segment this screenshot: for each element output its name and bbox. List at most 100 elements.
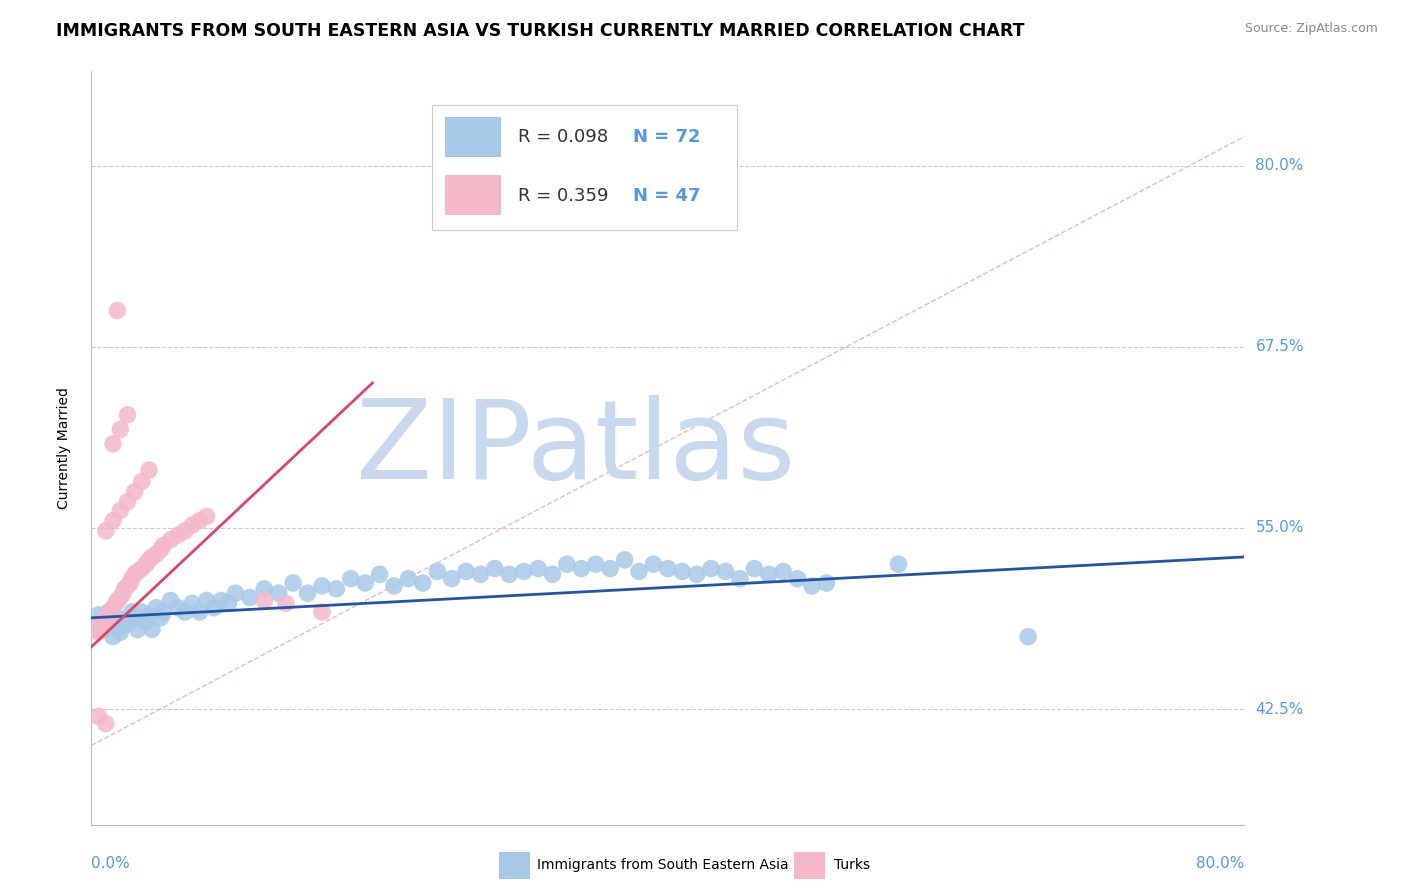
Point	[114, 582, 136, 596]
Point	[91, 623, 114, 637]
Point	[585, 557, 607, 571]
Text: 67.5%: 67.5%	[1256, 339, 1303, 354]
Point	[195, 593, 218, 607]
Point	[94, 524, 117, 538]
Point	[124, 611, 146, 625]
Point	[94, 716, 117, 731]
Point	[110, 625, 132, 640]
Point	[104, 596, 127, 610]
Point	[627, 565, 650, 579]
Point	[127, 623, 149, 637]
Point	[498, 567, 520, 582]
Point	[101, 514, 124, 528]
Point	[98, 605, 121, 619]
Point	[149, 542, 172, 557]
Point	[555, 557, 578, 571]
Point	[188, 514, 211, 528]
Point	[181, 596, 204, 610]
Point	[152, 605, 174, 619]
Point	[470, 567, 492, 582]
Point	[124, 484, 146, 499]
Point	[274, 596, 297, 610]
Point	[541, 567, 564, 582]
Point	[253, 582, 276, 596]
Point	[174, 605, 197, 619]
Point	[131, 561, 153, 575]
Point	[685, 567, 707, 582]
Point	[131, 475, 153, 489]
Point	[105, 611, 128, 625]
Point	[217, 596, 239, 610]
Text: Immigrants from South Eastern Asia: Immigrants from South Eastern Asia	[537, 858, 789, 872]
Point	[253, 593, 276, 607]
Point	[117, 579, 139, 593]
Point	[174, 524, 197, 538]
Point	[225, 586, 247, 600]
Point	[325, 582, 347, 596]
Point	[101, 437, 124, 451]
Point	[166, 528, 188, 542]
Text: R = 0.098: R = 0.098	[517, 128, 609, 146]
Text: 42.5%: 42.5%	[1256, 702, 1303, 716]
Point	[1017, 630, 1039, 644]
Point	[671, 565, 693, 579]
Point	[141, 549, 163, 564]
Text: 55.0%: 55.0%	[1256, 520, 1303, 535]
Point	[440, 572, 463, 586]
FancyBboxPatch shape	[446, 118, 501, 156]
Point	[166, 600, 188, 615]
Point	[571, 561, 593, 575]
Text: 80.0%: 80.0%	[1197, 855, 1244, 871]
Point	[117, 408, 139, 422]
Point	[135, 557, 157, 571]
Point	[758, 567, 780, 582]
Point	[131, 605, 153, 619]
Point	[97, 607, 120, 622]
Point	[120, 576, 142, 591]
Point	[202, 600, 225, 615]
Point	[94, 615, 117, 630]
Point	[887, 557, 910, 571]
Point	[267, 586, 290, 600]
Point	[426, 565, 449, 579]
Text: Source: ZipAtlas.com: Source: ZipAtlas.com	[1244, 22, 1378, 36]
Point	[121, 572, 143, 586]
Point	[297, 586, 319, 600]
Point	[643, 557, 665, 571]
Point	[138, 607, 160, 622]
Point	[412, 576, 434, 591]
Point	[105, 593, 128, 607]
Point	[110, 591, 132, 605]
Point	[527, 561, 550, 575]
Text: R = 0.359: R = 0.359	[517, 186, 609, 205]
Point	[700, 561, 723, 575]
Text: 0.0%: 0.0%	[91, 855, 131, 871]
Point	[772, 565, 794, 579]
Point	[728, 572, 751, 586]
Point	[786, 572, 808, 586]
Point	[138, 553, 160, 567]
Point	[149, 611, 172, 625]
Point	[613, 553, 636, 567]
Point	[138, 463, 160, 477]
Point	[117, 495, 139, 509]
Text: IMMIGRANTS FROM SOUTH EASTERN ASIA VS TURKISH CURRENTLY MARRIED CORRELATION CHAR: IMMIGRANTS FROM SOUTH EASTERN ASIA VS TU…	[56, 22, 1025, 40]
Y-axis label: Currently Married: Currently Married	[56, 387, 70, 509]
Point	[110, 503, 132, 517]
Point	[484, 561, 506, 575]
Point	[159, 593, 181, 607]
Point	[97, 605, 120, 619]
Point	[742, 561, 765, 575]
FancyBboxPatch shape	[446, 176, 501, 215]
Point	[657, 561, 679, 575]
Point	[152, 538, 174, 552]
Point	[105, 303, 128, 318]
Point	[117, 615, 139, 630]
Point	[188, 605, 211, 619]
Point	[368, 567, 391, 582]
Point	[281, 576, 305, 591]
Point	[340, 572, 363, 586]
Point	[112, 586, 135, 600]
Text: 80.0%: 80.0%	[1256, 158, 1303, 173]
FancyBboxPatch shape	[432, 105, 737, 229]
